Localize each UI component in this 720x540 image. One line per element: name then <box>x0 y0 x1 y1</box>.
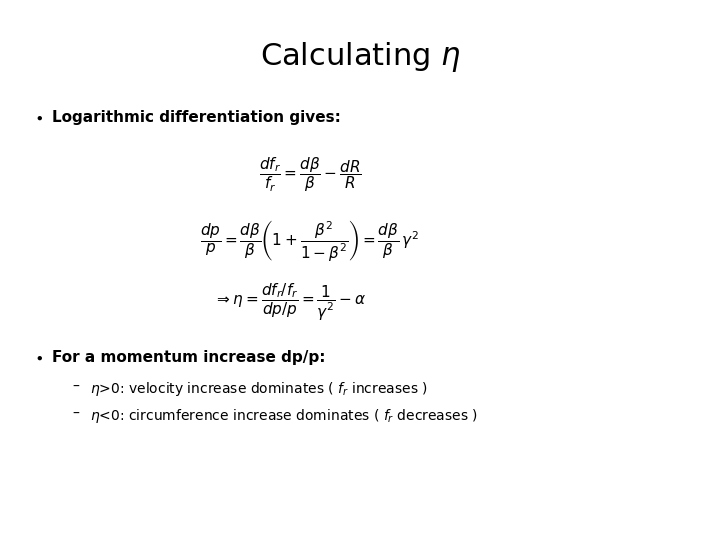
Text: Logarithmic differentiation gives:: Logarithmic differentiation gives: <box>52 110 341 125</box>
Text: $\bullet$: $\bullet$ <box>34 110 42 125</box>
Text: $\bullet$: $\bullet$ <box>34 350 42 365</box>
Text: –: – <box>72 407 79 421</box>
Text: $\Rightarrow \eta = \dfrac{df_r / f_r}{dp / p} = \dfrac{1}{\gamma^2} - \alpha$: $\Rightarrow \eta = \dfrac{df_r / f_r}{d… <box>214 282 366 323</box>
Text: $\eta$<0: circumference increase dominates ( $f_r$ decreases ): $\eta$<0: circumference increase dominat… <box>90 407 478 425</box>
Text: $\dfrac{df_r}{f_r} = \dfrac{d\beta}{\beta} - \dfrac{dR}{R}$: $\dfrac{df_r}{f_r} = \dfrac{d\beta}{\bet… <box>258 155 361 194</box>
Text: $\dfrac{dp}{p} = \dfrac{d\beta}{\beta}\left(1 + \dfrac{\beta^2}{1-\beta^2}\right: $\dfrac{dp}{p} = \dfrac{d\beta}{\beta}\l… <box>200 218 420 263</box>
Text: For a momentum increase dp/p:: For a momentum increase dp/p: <box>52 350 325 365</box>
Text: $\eta$>0: velocity increase dominates ( $f_r$ increases ): $\eta$>0: velocity increase dominates ( … <box>90 380 428 398</box>
Text: Calculating $\eta$: Calculating $\eta$ <box>260 40 460 74</box>
Text: –: – <box>72 380 79 394</box>
